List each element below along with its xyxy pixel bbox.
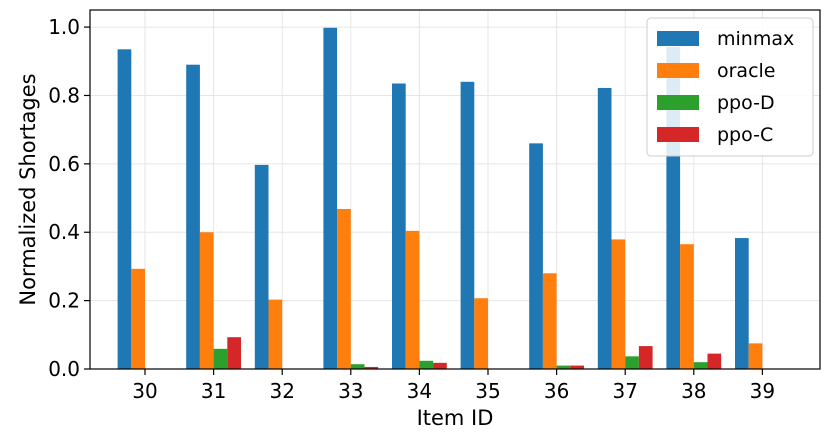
legend-label-minmax: minmax [717, 28, 794, 50]
bar-minmax-31 [186, 64, 200, 369]
bar-oracle-33 [337, 208, 351, 369]
bar-minmax-32 [254, 164, 269, 369]
bar-minmax-36 [529, 143, 543, 369]
x-tick-label: 34 [407, 379, 432, 403]
bar-ppo-D-31 [213, 348, 228, 369]
x-tick-label: 32 [269, 379, 294, 403]
bar-ppo-C-31 [227, 337, 241, 369]
bar-minmax-33 [323, 27, 338, 369]
bar-minmax-37 [597, 87, 612, 369]
legend: minmax oracle ppo-D ppo-C [646, 17, 814, 157]
y-tick-label: 0.4 [48, 220, 80, 244]
bar-minmax-39 [735, 238, 749, 369]
bar-oracle-34 [405, 230, 420, 369]
plot-area-frame [89, 9, 821, 370]
bar-oracle-38 [680, 244, 694, 369]
bar-ppo-C-38 [707, 353, 722, 369]
bar-oracle-32 [268, 299, 283, 369]
bar-ppo-D-33 [350, 364, 365, 369]
y-tick-label: 0.8 [48, 83, 80, 107]
bar-oracle-37 [611, 239, 626, 369]
legend-label-ppo-D: ppo-D [717, 92, 775, 114]
bar-oracle-31 [199, 232, 214, 369]
bar-minmax-34 [392, 83, 406, 369]
bar-oracle-30 [131, 268, 145, 369]
x-tick-label: 33 [338, 379, 363, 403]
bar-oracle-39 [748, 343, 763, 369]
legend-label-ppo-C: ppo-C [717, 124, 773, 146]
bar-ppo-C-33 [364, 366, 379, 369]
x-axis-ticks: 30 31 32 33 34 35 36 37 38 39 [132, 369, 775, 403]
legend-label-oracle: oracle [717, 60, 776, 82]
x-tick-label: 39 [750, 379, 775, 403]
bar-ppo-D-36 [556, 365, 571, 369]
x-axis-label: Item ID [417, 406, 494, 430]
bars [117, 27, 763, 370]
bar-ppo-D-37 [625, 356, 639, 369]
x-tick-label: 31 [201, 379, 226, 403]
y-axis-ticks: 0.0 0.2 0.4 0.6 0.8 1.0 [48, 15, 90, 381]
bar-ppo-C-37 [638, 346, 653, 369]
legend-box [646, 17, 814, 157]
bar-oracle-36 [542, 273, 557, 369]
y-axis-label: Normalized Shortages [16, 73, 40, 305]
legend-swatch-ppo-D [657, 95, 699, 110]
bar-ppo-D-34 [419, 360, 434, 369]
x-tick-label: 30 [132, 379, 157, 403]
y-tick-label: 0.0 [48, 357, 80, 381]
bar-minmax-30 [117, 49, 132, 370]
bar-ppo-C-36 [570, 365, 584, 369]
y-tick-label: 1.0 [48, 15, 80, 39]
bar-ppo-C-34 [433, 362, 447, 369]
x-tick-label: 38 [681, 379, 706, 403]
legend-swatch-minmax [657, 31, 699, 46]
y-tick-label: 0.2 [48, 289, 80, 313]
bar-oracle-35 [474, 298, 488, 369]
y-tick-label: 0.6 [48, 152, 80, 176]
legend-swatch-ppo-C [657, 127, 699, 142]
bar-minmax-35 [460, 81, 475, 370]
x-tick-label: 37 [612, 379, 637, 403]
bar-ppo-D-38 [693, 362, 708, 369]
legend-swatch-oracle [657, 63, 699, 78]
x-tick-label: 35 [475, 379, 500, 403]
x-tick-label: 36 [544, 379, 569, 403]
